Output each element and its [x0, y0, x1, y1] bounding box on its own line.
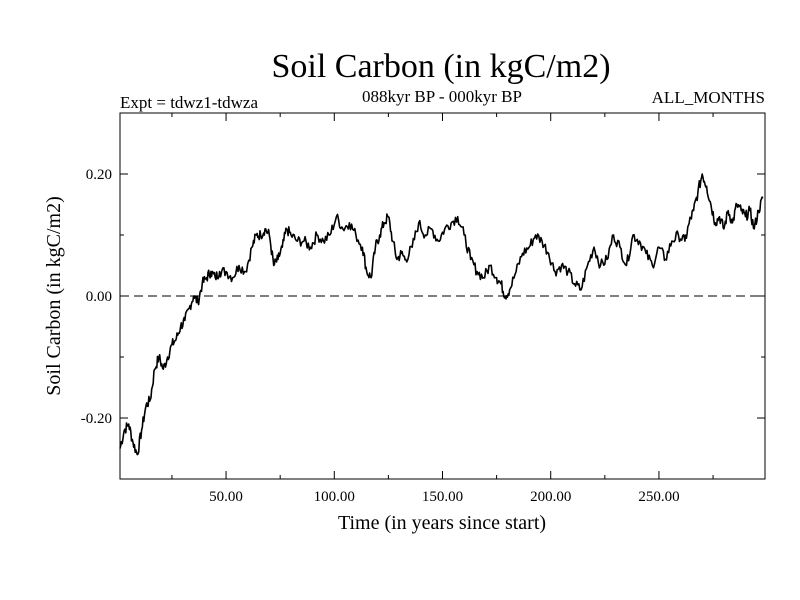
x-axis: 50.00 100.00 150.00 200.00 250.00 — [171, 113, 714, 505]
chart-title: Soil Carbon (in kgC/m2) — [271, 48, 610, 85]
chart-subtitle-months: ALL_MONTHS — [652, 88, 765, 107]
y-tick-label: 0.00 — [86, 289, 112, 305]
y-tick-label: -0.20 — [81, 411, 112, 427]
x-tick-label: 50.00 — [209, 489, 243, 505]
chart-subtitle-period: 088kyr BP - 000kyr BP — [362, 87, 522, 106]
series-line-soil-carbon — [119, 173, 764, 456]
x-tick-label: 250.00 — [638, 489, 679, 505]
x-tick-label: 200.00 — [530, 489, 571, 505]
y-axis-label: Soil Carbon (in kgC/m2) — [43, 196, 65, 395]
x-axis-label: Time (in years since start) — [338, 512, 546, 534]
chart-subtitle-experiment: Expt = tdwz1-tdwza — [120, 93, 258, 112]
y-tick-label: 0.20 — [86, 167, 112, 183]
x-tick-label: 150.00 — [422, 489, 463, 505]
x-tick-label: 100.00 — [314, 489, 355, 505]
y-axis: -0.20 0.00 0.20 — [81, 112, 765, 480]
series-group — [119, 173, 764, 456]
